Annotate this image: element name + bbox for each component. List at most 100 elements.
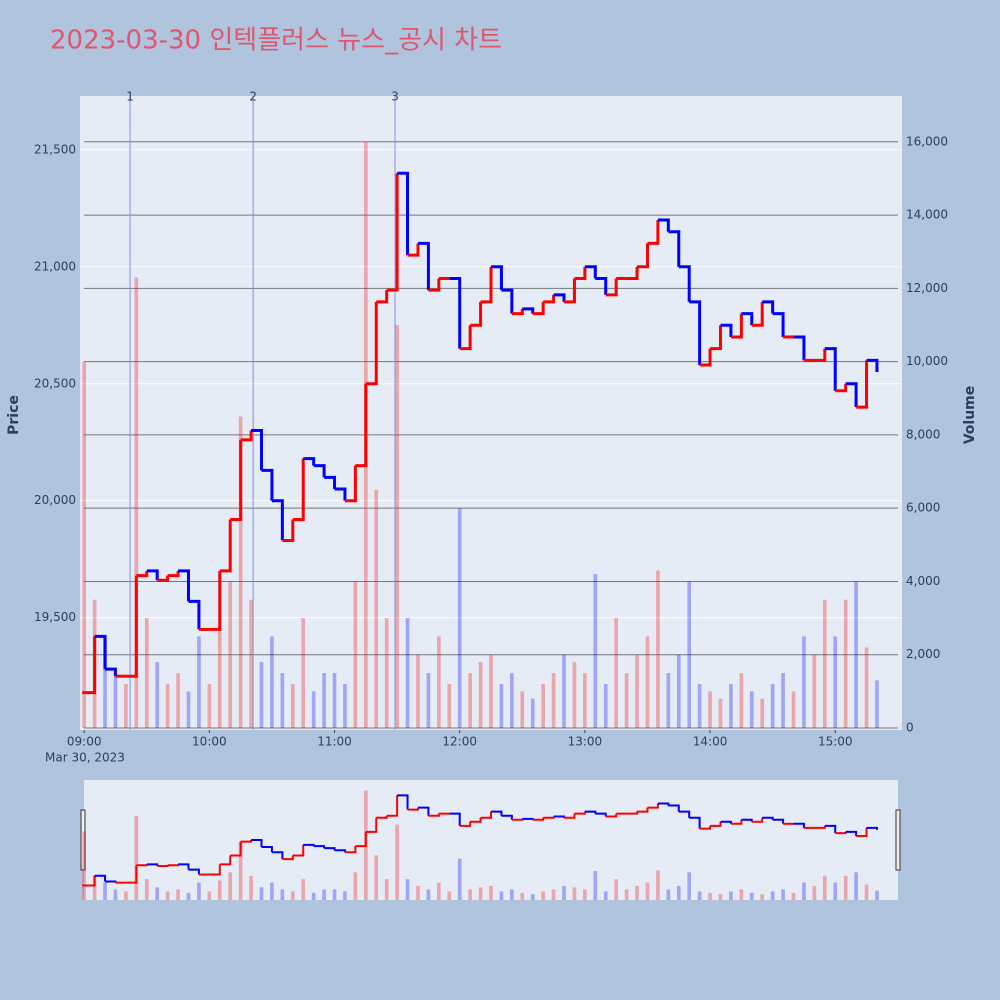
slider-volume-bar: [729, 891, 733, 900]
slider-volume-bar: [739, 889, 744, 900]
volume-bar: [217, 625, 222, 728]
price-candle: [584, 265, 597, 279]
slider-volume-bar: [687, 872, 692, 900]
price-candle: [532, 301, 545, 316]
range-slider[interactable]: [84, 780, 898, 900]
slider-volume-bar: [343, 891, 347, 900]
slider-price: [240, 840, 253, 843]
price-candle: [480, 266, 493, 304]
slider-volume-bar: [520, 892, 525, 900]
slider-volume-bar: [499, 891, 504, 900]
price-candle: [730, 313, 743, 339]
volume-bar: [290, 684, 295, 728]
price-candle: [626, 266, 639, 280]
price-candle: [491, 265, 503, 291]
price-candle: [720, 323, 733, 337]
price-candle: [219, 519, 232, 573]
price-candle: [793, 335, 806, 361]
x-tick-label: 12:00: [442, 735, 477, 749]
price-candle: [637, 243, 649, 269]
price-candle: [751, 301, 764, 327]
y-tick-label: 21,500: [34, 142, 76, 156]
slider-price: [772, 818, 785, 824]
volume-bar: [426, 673, 431, 728]
slider-price: [564, 813, 576, 819]
slider-volume-bar: [854, 872, 858, 900]
volume-bar: [687, 581, 692, 728]
slider-volume-bar: [572, 887, 577, 900]
price-candle: [365, 301, 378, 386]
slider-price: [678, 810, 691, 818]
slider-volume-bar: [124, 891, 128, 900]
slider-price: [814, 825, 826, 829]
slider-price: [637, 807, 649, 813]
news-label: 1: [126, 90, 134, 104]
slider-price: [824, 824, 837, 834]
price-candle: [605, 278, 618, 297]
slider-volume-bar: [395, 824, 399, 900]
volume-bar: [760, 698, 765, 728]
price-candle: [710, 325, 722, 351]
slider-volume-bar: [781, 889, 785, 900]
price-candle: [511, 308, 524, 316]
slider-volume-bar: [405, 879, 410, 900]
slider-price: [292, 844, 305, 857]
volume-bar: [614, 618, 619, 728]
volume-bar: [207, 684, 212, 728]
slider-handle[interactable]: [80, 809, 86, 871]
slider-price: [94, 874, 107, 882]
volume-bar: [822, 599, 827, 728]
y2-tick-label: 4,000: [906, 574, 940, 588]
volume-bar: [551, 673, 556, 728]
slider-volume-bar: [718, 894, 723, 900]
volume-bar: [562, 654, 566, 728]
price-candle: [449, 276, 462, 349]
price-candle: [762, 300, 775, 314]
slider-price: [710, 821, 722, 827]
volume-bar: [238, 416, 243, 728]
x-date-label: Mar 30, 2023: [45, 751, 125, 765]
slider-price: [271, 851, 284, 860]
slider-price: [689, 816, 701, 829]
volume-bar: [270, 636, 274, 728]
volume-bar: [583, 673, 587, 728]
slider-volume-bar: [541, 891, 545, 900]
price-candle: [94, 634, 107, 670]
price-candle: [522, 307, 535, 314]
slider-volume-bar: [332, 889, 337, 900]
y2-tick-label: 12,000: [906, 281, 948, 295]
slider-price: [511, 818, 524, 821]
volume-bar: [843, 599, 848, 728]
price-candle: [251, 429, 264, 471]
slider-volume-bar: [238, 841, 243, 900]
price-candle: [313, 464, 326, 478]
slider-handle[interactable]: [895, 809, 901, 871]
slider-price: [491, 810, 503, 816]
slider-volume-bar: [749, 892, 754, 900]
volume-bar: [635, 654, 639, 728]
volume-bar: [708, 691, 712, 728]
slider-volume-bar: [322, 889, 326, 900]
y-tick-label: 19,500: [34, 610, 76, 624]
slider-volume-bar: [176, 889, 180, 900]
slider-price: [365, 817, 378, 833]
slider-volume-bar: [165, 891, 170, 900]
volume-bar: [875, 680, 879, 728]
volume-bar: [666, 673, 671, 728]
price-candle: [105, 667, 117, 677]
slider-price: [856, 827, 868, 837]
slider-volume-bar: [280, 889, 285, 900]
slider-price: [167, 864, 180, 867]
slider-volume-bar: [457, 858, 462, 900]
volume-bar: [416, 654, 420, 728]
slider-volume-bar: [353, 872, 358, 900]
price-candle: [699, 348, 712, 367]
price-candle: [543, 294, 556, 304]
slider-volume-bar: [426, 889, 431, 900]
slider-volume-bar: [489, 885, 493, 900]
slider-volume-bar: [290, 891, 295, 900]
slider-volume-bar: [259, 887, 264, 900]
slider-volume-bar: [92, 875, 97, 900]
slider-price: [261, 845, 273, 853]
volume-bar: [134, 277, 139, 728]
